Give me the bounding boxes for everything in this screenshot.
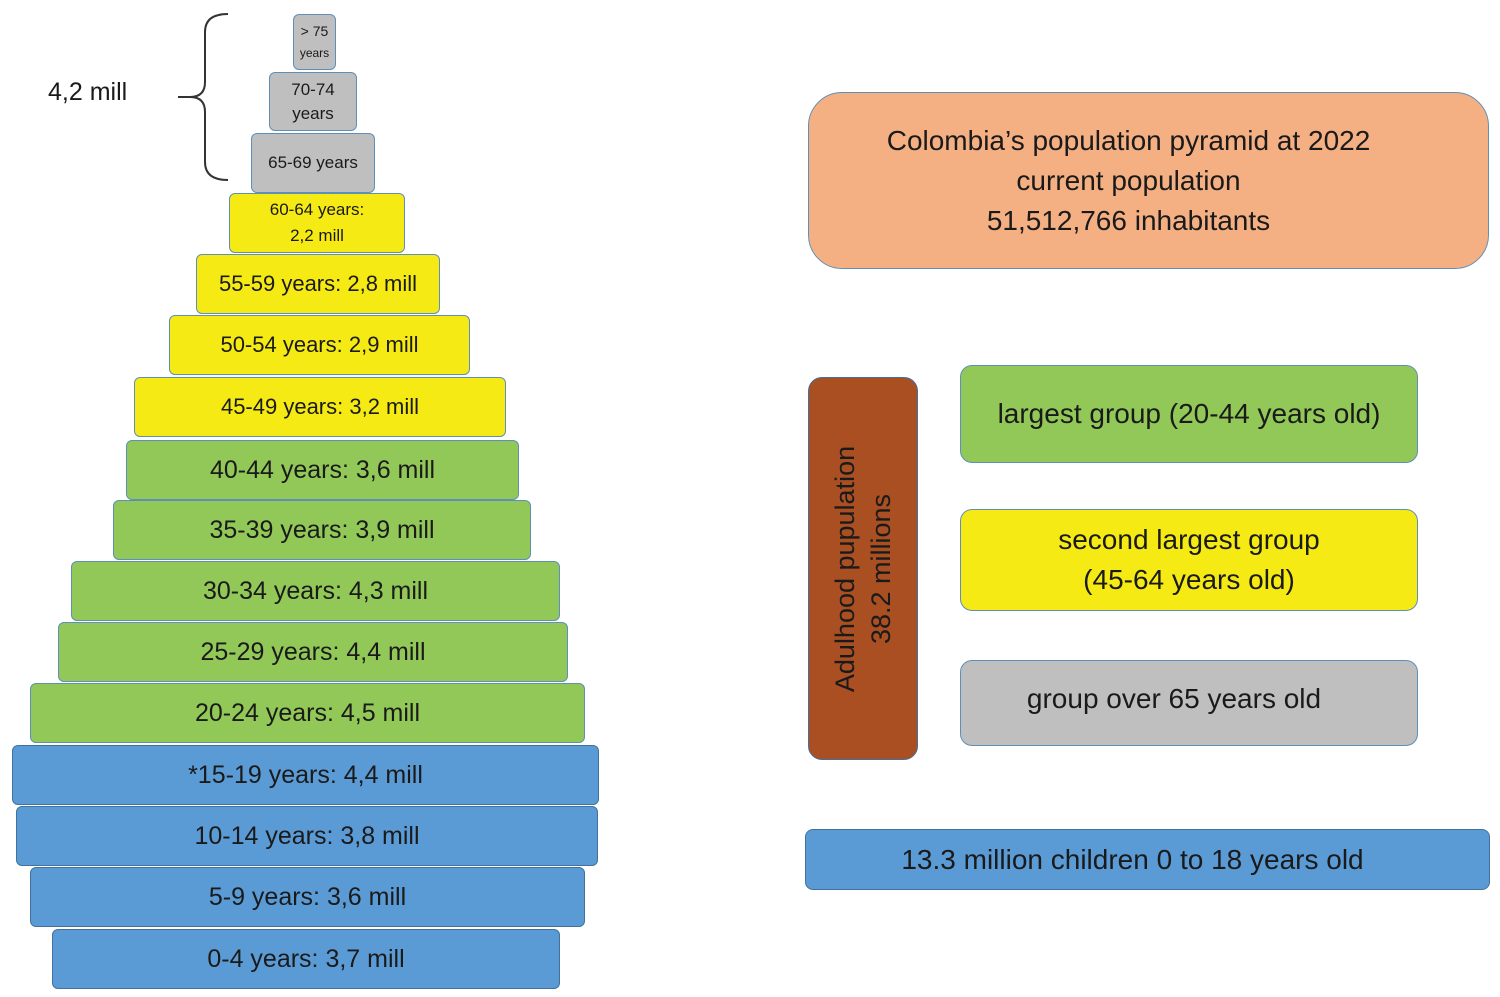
title-box: Colombia’s population pyramid at 2022 cu… [808, 92, 1489, 269]
bar-15-19: *15-19 years: 4,4 mill [12, 745, 599, 805]
bar-10-14: 10-14 years: 3,8 mill [16, 806, 598, 866]
bar-label: 55-59 years: 2,8 mill [218, 271, 418, 297]
bar-label: 0-4 years: 3,7 mill [207, 944, 405, 973]
bar-label: 35-39 years: 3,9 mill [209, 515, 435, 544]
legend-label-line2: (45-64 years old) [1083, 564, 1295, 595]
bar-label: 25-29 years: 4,4 mill [200, 637, 426, 666]
bar-0-4: 0-4 years: 3,7 mill [52, 929, 560, 989]
title-line-2: current population [1016, 164, 1241, 196]
adulthood-population-text: Adulhood pupulation 38.2 millions [827, 377, 899, 760]
bar-label-line2: years [299, 46, 330, 60]
bar-60-64: 60-64 years: 2,2 mill [229, 193, 405, 253]
legend-over-65: group over 65 years old [960, 660, 1418, 746]
bar-label: 20-24 years: 4,5 mill [194, 698, 421, 727]
children-box: 13.3 million children 0 to 18 years old [805, 829, 1490, 890]
bar-label: 5-9 years: 3,6 mill [208, 882, 407, 911]
legend-second-largest-group: second largest group (45-64 years old) [960, 509, 1418, 611]
adulthood-label: Adulhood pupulation [830, 445, 860, 692]
bar-label: 30-34 years: 4,3 mill [202, 576, 429, 605]
bar-label: *15-19 years: 4,4 mill [188, 760, 423, 789]
bar-label: 10-14 years: 3,8 mill [194, 821, 420, 850]
bar-40-44: 40-44 years: 3,6 mill [126, 440, 519, 500]
bar-35-39: 35-39 years: 3,9 mill [113, 500, 531, 560]
bar-45-49: 45-49 years: 3,2 mill [134, 377, 506, 437]
legend-largest-group: largest group (20-44 years old) [960, 365, 1418, 463]
bar-65-69: 65-69 years [251, 133, 375, 193]
bar-25-29: 25-29 years: 4,4 mill [58, 622, 568, 682]
title-line-1: Colombia’s population pyramid at 2022 [886, 124, 1371, 156]
curly-brace-icon [178, 13, 229, 181]
adulthood-population-box: Adulhood pupulation 38.2 millions [808, 377, 918, 760]
bar-label-line1: 60-64 years: [269, 200, 365, 219]
bar-label: 65-69 years [268, 153, 358, 173]
adulthood-value: 38.2 millions [866, 493, 896, 644]
bar-70-74: 70-74 years [269, 72, 357, 131]
bar-label: 40-44 years: 3,6 mill [209, 455, 436, 484]
bar-label-line1: > 75 [300, 23, 329, 39]
bar-30-34: 30-34 years: 4,3 mill [71, 561, 560, 621]
bar-label: 50-54 years: 2,9 mill [220, 332, 419, 358]
legend-label-line1: second largest group [1058, 524, 1320, 555]
bar-55-59: 55-59 years: 2,8 mill [196, 254, 440, 314]
legend-label: group over 65 years old [1026, 683, 1322, 714]
legend-label: largest group (20-44 years old) [997, 398, 1381, 429]
bar-50-54: 50-54 years: 2,9 mill [169, 315, 470, 375]
children-label: 13.3 million children 0 to 18 years old [901, 843, 1364, 875]
bar-label-line1: 70-74 [291, 79, 335, 99]
bar-5-9: 5-9 years: 3,6 mill [30, 867, 585, 927]
bar-label-line2: 2,2 mill [290, 226, 344, 245]
bar-label-line2: years [292, 103, 334, 123]
title-line-3: 51,512,766 inhabitants [986, 204, 1271, 236]
bar-label: 45-49 years: 3,2 mill [220, 394, 420, 420]
bar-20-24: 20-24 years: 4,5 mill [30, 683, 585, 743]
bar-over-75: > 75 years [293, 14, 336, 70]
elderly-total-label: 4,2 mill [48, 78, 128, 106]
